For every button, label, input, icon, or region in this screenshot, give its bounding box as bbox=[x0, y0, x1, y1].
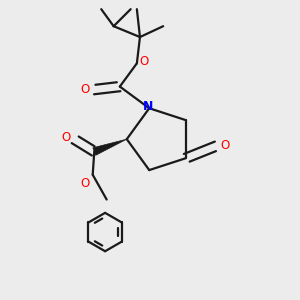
Text: O: O bbox=[61, 131, 70, 144]
Text: O: O bbox=[139, 55, 148, 68]
Text: O: O bbox=[220, 139, 230, 152]
Text: N: N bbox=[142, 100, 153, 112]
Text: O: O bbox=[80, 83, 89, 96]
Polygon shape bbox=[93, 139, 127, 155]
Text: O: O bbox=[80, 177, 90, 190]
